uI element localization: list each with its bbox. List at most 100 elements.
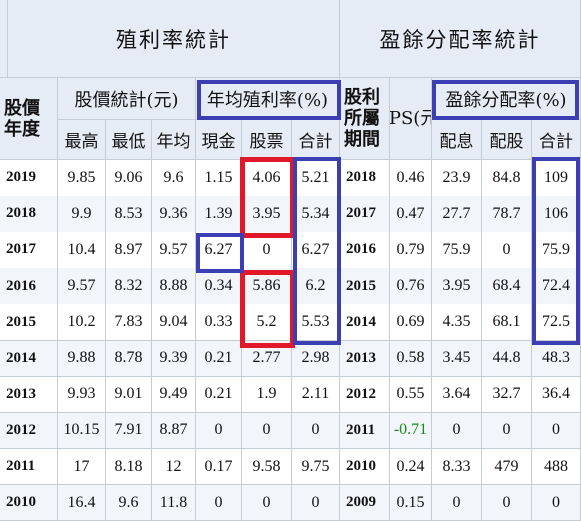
cell-avg: 9.36 (152, 196, 196, 233)
cell-eps: 0.46 (390, 160, 432, 197)
cell-low: 7.83 (106, 304, 152, 341)
cell-payout-total: 36.4 (532, 376, 581, 414)
cell-payout-stock: 84.8 (482, 160, 532, 197)
cell-price-year: 2010 (0, 484, 58, 521)
cell-payout-stock: 32.7 (482, 376, 532, 414)
cell-total-yield: 6.2 (292, 268, 340, 305)
cell-avg: 9.39 (152, 340, 196, 378)
cell-payout-stock: 68.4 (482, 268, 532, 305)
cell-avg: 8.87 (152, 412, 196, 450)
cell-cash-yield: 0 (196, 484, 242, 521)
cell-total-yield: 2.11 (292, 376, 340, 414)
cell-payout-cash: 23.9 (432, 160, 482, 197)
col-payout-stock: 配股 (482, 120, 532, 160)
cell-high: 16.4 (58, 484, 106, 521)
cell-high: 9.93 (58, 376, 106, 414)
cell-payout-total: 0 (532, 412, 581, 450)
cell-total-yield: 5.53 (292, 304, 340, 341)
cell-payout-stock: 0 (482, 412, 532, 450)
dividend-year-header: 股利所屬期間 (340, 78, 390, 160)
cell-price-year: 2014 (0, 340, 58, 378)
cell-high: 9.57 (58, 268, 106, 305)
cell-low: 8.53 (106, 196, 152, 233)
cell-payout-cash: 3.64 (432, 376, 482, 414)
cell-cash-yield: 1.39 (196, 196, 242, 233)
cell-low: 8.18 (106, 448, 152, 486)
col-cash: 現金 (196, 120, 242, 160)
cell-payout-total: 75.9 (532, 232, 581, 269)
cell-payout-total: 488 (532, 448, 581, 486)
cell-low: 8.78 (106, 340, 152, 378)
col-high: 最高 (58, 120, 106, 160)
cell-payout-total: 48.3 (532, 340, 581, 378)
price-stats-header: 股價統計(元) (58, 78, 196, 120)
cell-high: 10.15 (58, 412, 106, 450)
cell-stock-yield: 5.2 (242, 304, 292, 341)
col-payout-cash: 配息 (432, 120, 482, 160)
cell-payout-stock: 0 (482, 232, 532, 269)
cell-dividend-year: 2016 (340, 232, 390, 269)
cell-payout-cash: 75.9 (432, 232, 482, 269)
col-stock: 股票 (242, 120, 292, 160)
cell-payout-cash: 4.35 (432, 304, 482, 341)
cell-payout-stock: 68.1 (482, 304, 532, 341)
cell-price-year: 2019 (0, 160, 58, 197)
price-year-header: 股價年度 (0, 78, 58, 160)
cell-dividend-year: 2010 (340, 448, 390, 486)
cell-high: 9.9 (58, 196, 106, 233)
cell-low: 8.97 (106, 232, 152, 269)
cell-payout-cash: 27.7 (432, 196, 482, 233)
cell-avg: 11.8 (152, 484, 196, 521)
cell-eps: 0.79 (390, 232, 432, 269)
cell-eps: 0.69 (390, 304, 432, 341)
cell-avg: 8.88 (152, 268, 196, 305)
payout-section-title: 盈餘分配率統計 (340, 0, 581, 78)
col-total: 合計 (292, 120, 340, 160)
col-low: 最低 (106, 120, 152, 160)
cell-payout-stock: 44.8 (482, 340, 532, 378)
cell-stock-yield: 2.77 (242, 340, 292, 378)
cell-stock-yield: 5.86 (242, 268, 292, 305)
cell-payout-total: 106 (532, 196, 581, 233)
cell-total-yield: 5.21 (292, 160, 340, 197)
cell-high: 9.88 (58, 340, 106, 378)
cell-high: 10.2 (58, 304, 106, 341)
cell-dividend-year: 2013 (340, 340, 390, 378)
cell-cash-yield: 0.33 (196, 304, 242, 341)
cell-cash-yield: 0.34 (196, 268, 242, 305)
cell-dividend-year: 2017 (340, 196, 390, 233)
cell-high: 9.85 (58, 160, 106, 197)
corner-cell (0, 0, 8, 78)
cell-dividend-year: 2014 (340, 304, 390, 341)
cell-eps: 0.55 (390, 376, 432, 414)
payout-ratio-header: 盈餘分配率(%) (432, 78, 581, 120)
cell-dividend-year: 2009 (340, 484, 390, 521)
cell-eps: 0.76 (390, 268, 432, 305)
cell-payout-total: 109 (532, 160, 581, 197)
cell-low: 9.6 (106, 484, 152, 521)
cell-low: 7.91 (106, 412, 152, 450)
cell-price-year: 2012 (0, 412, 58, 450)
cell-eps: 0.47 (390, 196, 432, 233)
cell-cash-yield: 0.21 (196, 340, 242, 378)
cell-cash-yield: 1.15 (196, 160, 242, 197)
cell-eps: -0.71 (390, 412, 432, 450)
col-avg: 年均 (152, 120, 196, 160)
cell-total-yield: 0 (292, 412, 340, 450)
cell-payout-cash: 3.95 (432, 268, 482, 305)
cell-dividend-year: 2011 (340, 412, 390, 450)
cell-price-year: 2018 (0, 196, 58, 233)
cell-payout-cash: 8.33 (432, 448, 482, 486)
cell-stock-yield: 0 (242, 412, 292, 450)
cell-cash-yield: 0.21 (196, 376, 242, 414)
cell-cash-yield: 0 (196, 412, 242, 450)
cell-stock-yield: 0 (242, 232, 292, 269)
cell-dividend-year: 2012 (340, 376, 390, 414)
cell-payout-stock: 479 (482, 448, 532, 486)
cell-total-yield: 0 (292, 484, 340, 521)
cell-cash-yield: 0.17 (196, 448, 242, 486)
cell-avg: 9.6 (152, 160, 196, 197)
cell-payout-total: 72.5 (532, 304, 581, 341)
cell-eps: 0.58 (390, 340, 432, 378)
col-payout-total: 合計 (532, 120, 581, 160)
